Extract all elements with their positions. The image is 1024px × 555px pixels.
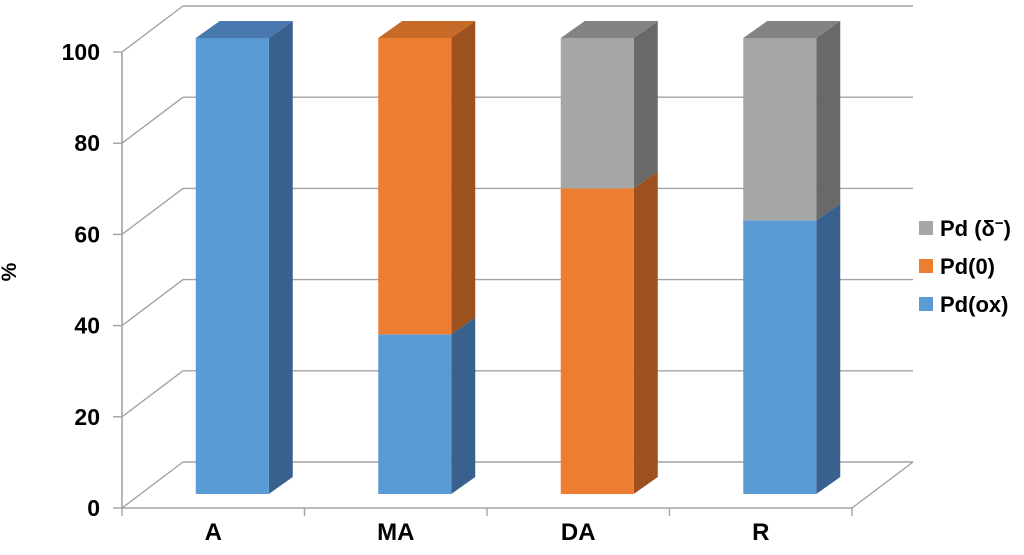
legend-label: Pd(0) [940, 254, 995, 279]
side-wall-gridline [121, 279, 184, 327]
y-tick-label: 20 [74, 404, 100, 430]
side-wall-gridline [121, 5, 184, 53]
x-category-label: MA [377, 519, 414, 546]
bar-top-face [378, 21, 476, 38]
bar-segment-front [560, 38, 634, 189]
x-category-label: DA [561, 519, 596, 546]
bar-segment-front [378, 38, 452, 335]
legend-swatch [919, 259, 933, 273]
bar-segment-side [451, 21, 476, 335]
side-wall-gridline [121, 461, 184, 509]
legend-label: Pd (δ−) [940, 215, 1011, 241]
bar-segment-side [268, 21, 293, 494]
bar-segment-side [816, 203, 841, 494]
y-tick-label: 80 [74, 130, 100, 156]
legend-swatch [919, 297, 933, 311]
side-wall-gridline [121, 370, 184, 418]
y-tick-label: 40 [74, 313, 100, 339]
floor-right-edge [851, 461, 914, 509]
bar-segment-front [743, 38, 817, 221]
y-axis-title: % [0, 262, 21, 281]
y-tick-label: 0 [87, 495, 100, 521]
bar-segment-front [743, 220, 817, 494]
x-category-label: R [752, 519, 769, 546]
legend-swatch [919, 221, 933, 235]
y-tick-label: 60 [74, 221, 100, 247]
bar-segment-front [378, 334, 452, 494]
bar-segment-side [451, 317, 476, 494]
bar-segment-side [633, 21, 658, 189]
x-category-label: A [205, 519, 222, 546]
bar-top-face [195, 21, 293, 38]
bar-top-face [560, 21, 658, 38]
legend-label: Pd(ox) [940, 292, 1008, 317]
bar-segment-front [560, 188, 634, 495]
side-wall-gridline [121, 96, 184, 144]
bar-segment-side [633, 171, 658, 495]
side-wall-gridline [121, 187, 184, 235]
bar-top-face [743, 21, 841, 38]
bar-segment-side [816, 21, 841, 221]
y-tick-label: 100 [62, 39, 100, 65]
bar-segment-front [195, 38, 269, 494]
